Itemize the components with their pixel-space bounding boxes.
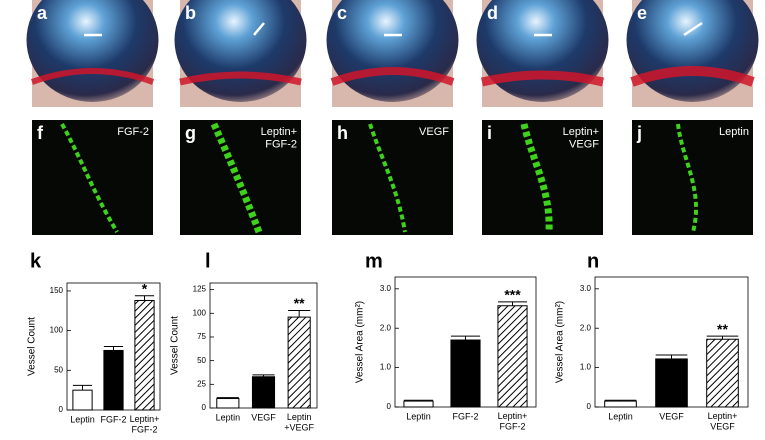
- panel-caption: Leptin+ FGF-2: [261, 126, 297, 151]
- bar: [604, 400, 637, 408]
- significance: **: [717, 321, 728, 337]
- significance: *: [142, 280, 148, 296]
- vessels: [330, 67, 455, 86]
- x-tick-label: FGF-2: [101, 414, 127, 424]
- vessel-signal: [368, 123, 407, 233]
- vessels: [30, 68, 155, 85]
- error-bar: [288, 309, 311, 318]
- y-axis-label: Vessel Area (mm²): [355, 301, 366, 383]
- x-tick-label: Leptin+VEGF: [284, 412, 314, 432]
- y-tick-label: 2.0: [580, 323, 592, 332]
- bar: [287, 316, 311, 409]
- x-tick-label: Leptin+VEGF: [708, 411, 738, 431]
- y-tick-label: 1.0: [580, 363, 592, 372]
- bar: [450, 339, 481, 408]
- error-bar: [706, 335, 739, 340]
- bar: [655, 358, 688, 408]
- bar: [72, 389, 93, 411]
- y-tick-label: 1.0: [380, 363, 392, 372]
- bar: [251, 376, 276, 409]
- y-tick-label: 3.0: [580, 284, 592, 293]
- panel-letter: l: [205, 250, 211, 272]
- bar: [706, 338, 739, 408]
- x-tick-label: Leptin: [406, 411, 431, 421]
- x-tick-label: Leptin: [608, 411, 633, 421]
- x-tick-label: VEGF: [251, 412, 276, 422]
- y-tick-label: 50: [197, 356, 206, 365]
- error-bar: [604, 399, 637, 402]
- y-tick-label: 75: [197, 332, 206, 341]
- panel-label: j: [636, 123, 642, 143]
- panel-label: g: [185, 123, 196, 143]
- panel-caption: VEGF: [419, 126, 449, 138]
- error-bar: [252, 374, 275, 377]
- y-tick-label: 0: [587, 402, 592, 411]
- fluorescence-bg: [632, 120, 753, 235]
- bar: [216, 398, 240, 409]
- panel-letter: m: [365, 250, 383, 272]
- panel-label: a: [37, 3, 48, 23]
- x-tick-label: Leptin: [216, 412, 241, 422]
- error-bar: [216, 397, 239, 399]
- panel-caption: FGF-2: [117, 126, 149, 138]
- error-bar: [134, 295, 155, 301]
- x-tick-label: Leptin: [70, 414, 95, 424]
- arrow: [683, 21, 703, 37]
- bar: [103, 349, 124, 411]
- vessel-signal: [210, 122, 263, 234]
- panel-label: f: [37, 123, 44, 143]
- panel-label: e: [637, 3, 647, 23]
- y-tick-label: 0: [202, 403, 207, 412]
- y-axis-label: Vessel Count: [27, 317, 38, 376]
- bar: [403, 400, 434, 408]
- vessels: [179, 71, 302, 86]
- y-tick-label: 100: [193, 308, 207, 317]
- y-axis-label: Vessel Count: [170, 316, 181, 375]
- panel-label: i: [487, 123, 492, 143]
- y-axis-label: Vessel Area (mm²): [555, 301, 566, 383]
- y-tick-label: 150: [50, 286, 64, 295]
- panel-label: d: [487, 3, 498, 23]
- x-tick-label: VEGF: [659, 411, 684, 421]
- bar: [134, 299, 155, 411]
- vessels: [480, 70, 605, 87]
- y-tick-label: 0: [59, 405, 64, 414]
- y-tick-label: 50: [54, 365, 63, 374]
- error-bar: [497, 301, 528, 306]
- panel-letter: n: [587, 250, 599, 272]
- arrow: [253, 22, 265, 36]
- y-tick-label: 0: [387, 402, 392, 411]
- error-bar: [403, 399, 434, 402]
- vessel-signal: [520, 123, 553, 233]
- x-tick-label: Leptin+ FGF-2: [130, 414, 160, 434]
- panel-label: b: [185, 3, 196, 23]
- bar: [497, 305, 528, 408]
- significance: ***: [504, 287, 521, 303]
- error-bar: [103, 346, 124, 351]
- error-bar: [655, 354, 688, 359]
- vessels: [630, 66, 755, 87]
- fluorescence-bg: [32, 120, 153, 235]
- y-tick-label: 2.0: [380, 323, 392, 332]
- vessel-signal: [676, 123, 699, 233]
- panel-label: c: [337, 3, 347, 23]
- panel-letter: k: [30, 250, 42, 272]
- panel-caption: Leptin+ VEGF: [563, 126, 600, 151]
- error-bar: [72, 384, 93, 391]
- error-bar: [450, 335, 481, 341]
- significance: **: [294, 295, 305, 311]
- x-tick-label: FGF-2: [453, 411, 479, 421]
- fluorescence-bg: [332, 120, 453, 235]
- y-tick-label: 3.0: [380, 284, 392, 293]
- vessel-signal: [60, 123, 119, 234]
- y-tick-label: 125: [193, 285, 207, 294]
- y-tick-label: 25: [197, 379, 206, 388]
- panel-label: h: [337, 123, 348, 143]
- x-tick-label: Leptin+ FGF-2: [498, 411, 528, 431]
- y-tick-label: 100: [50, 326, 64, 335]
- panel-caption: Leptin: [719, 126, 749, 138]
